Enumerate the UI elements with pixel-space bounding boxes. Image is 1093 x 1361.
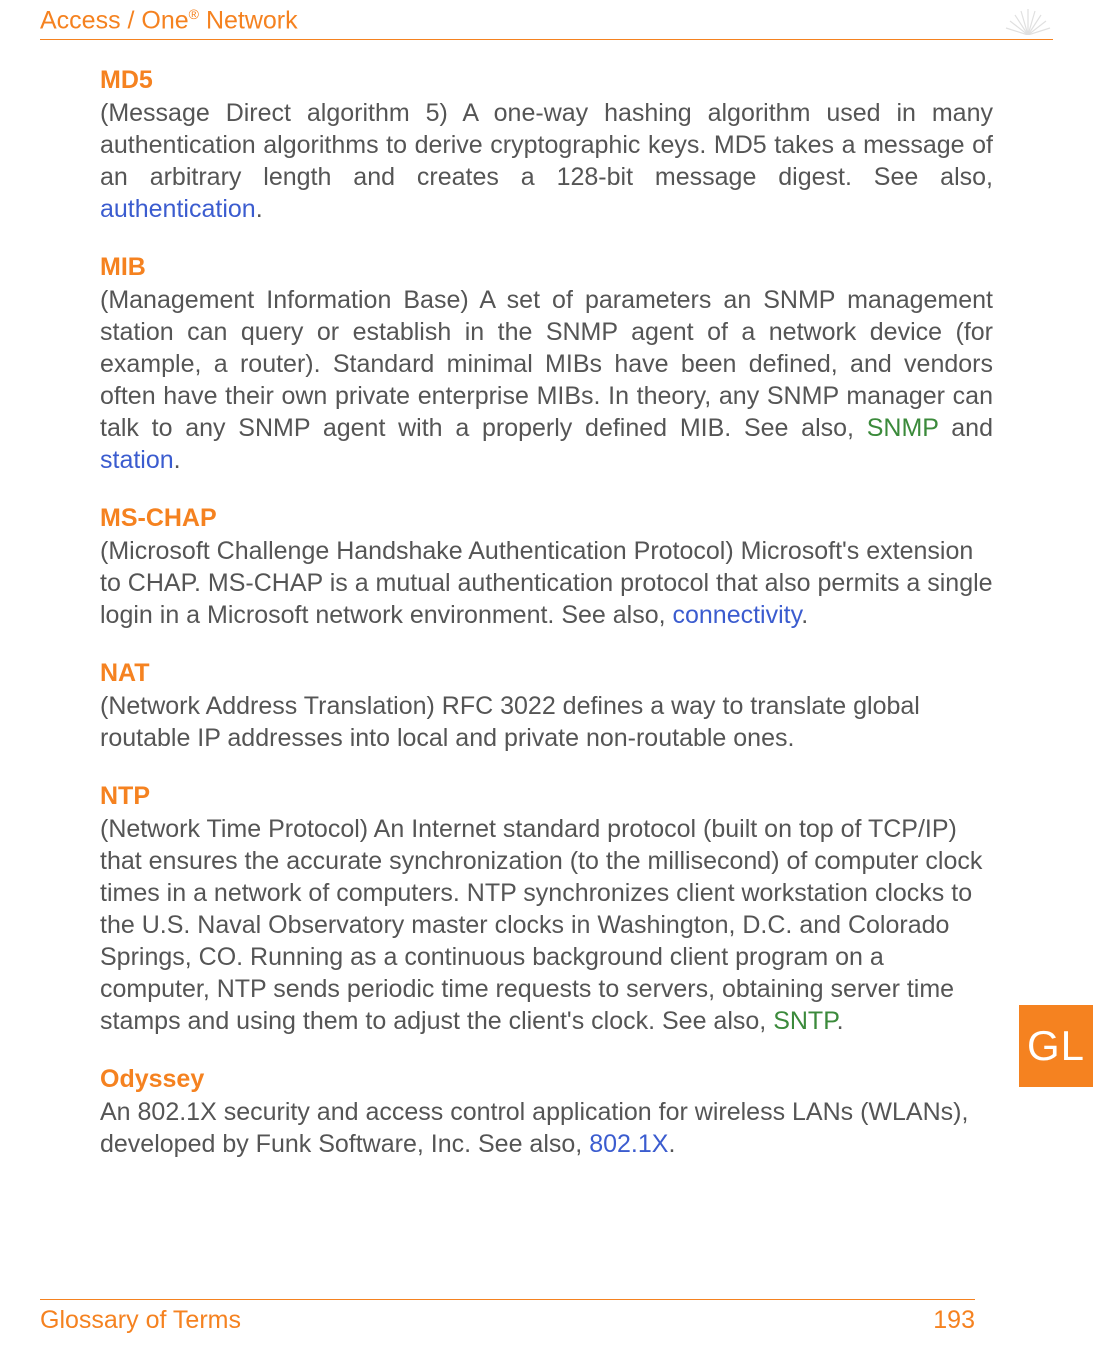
- glossary-link[interactable]: station: [100, 446, 174, 474]
- glossary-text: (Management Information Base) A set of p…: [100, 286, 993, 442]
- brand-logo-icon: [1003, 7, 1053, 35]
- glossary-link[interactable]: SNTP: [773, 1007, 836, 1035]
- glossary-text: .: [256, 195, 263, 223]
- glossary-entry: NTP (Network Time Protocol) An Internet s…: [100, 782, 993, 1037]
- header-title-post: Network: [199, 6, 298, 34]
- section-tab-label: GL: [1027, 1022, 1085, 1070]
- glossary-content: MD5 (Message Direct algorithm 5) A one-wa…: [40, 40, 1053, 1160]
- glossary-entry: MS-CHAP (Microsoft Challenge Handshake Au…: [100, 504, 993, 631]
- glossary-definition: (Message Direct algorithm 5) A one-way h…: [100, 97, 993, 225]
- glossary-entry: NAT (Network Address Translation) RFC 302…: [100, 659, 993, 754]
- glossary-definition: (Microsoft Challenge Handshake Authentic…: [100, 535, 993, 631]
- glossary-link[interactable]: 802.1X: [589, 1130, 668, 1158]
- glossary-term: MIB: [100, 253, 993, 282]
- glossary-text: An 802.1X security and access control ap…: [100, 1098, 968, 1158]
- page-container: Access / One® Network MD5 (Message Direct…: [40, 0, 1053, 1361]
- glossary-term: NTP: [100, 782, 993, 811]
- header-title-sup: ®: [189, 6, 199, 22]
- glossary-link[interactable]: SNMP: [867, 414, 939, 442]
- glossary-text: .: [837, 1007, 844, 1035]
- page-footer: Glossary of Terms 193: [40, 1299, 975, 1335]
- glossary-text: (Message Direct algorithm 5) A one-way h…: [100, 99, 993, 191]
- glossary-entry: MD5 (Message Direct algorithm 5) A one-wa…: [100, 66, 993, 225]
- glossary-text: .: [174, 446, 181, 474]
- page-header: Access / One® Network: [40, 0, 1053, 39]
- glossary-entry: MIB (Management Information Base) A set o…: [100, 253, 993, 476]
- glossary-definition: (Management Information Base) A set of p…: [100, 284, 993, 476]
- glossary-text: .: [668, 1130, 675, 1158]
- glossary-definition: An 802.1X security and access control ap…: [100, 1096, 993, 1160]
- header-title-pre: Access / One: [40, 6, 189, 34]
- section-tab: GL: [1019, 1005, 1093, 1087]
- glossary-text: .: [801, 601, 808, 629]
- footer-rule: [40, 1299, 975, 1300]
- glossary-term: MD5: [100, 66, 993, 95]
- glossary-link[interactable]: authentication: [100, 195, 256, 223]
- glossary-term: Odyssey: [100, 1065, 993, 1094]
- glossary-definition: (Network Address Translation) RFC 3022 d…: [100, 690, 993, 754]
- footer-section-title: Glossary of Terms: [40, 1306, 241, 1335]
- page-number: 193: [933, 1306, 975, 1335]
- glossary-term: MS-CHAP: [100, 504, 993, 533]
- glossary-text: (Microsoft Challenge Handshake Authentic…: [100, 537, 993, 629]
- glossary-term: NAT: [100, 659, 993, 688]
- glossary-definition: (Network Time Protocol) An Internet stan…: [100, 813, 993, 1037]
- glossary-link[interactable]: connectivity: [673, 601, 802, 629]
- header-title: Access / One® Network: [40, 6, 298, 35]
- glossary-entry: Odyssey An 802.1X security and access con…: [100, 1065, 993, 1160]
- glossary-text: and: [939, 414, 993, 442]
- glossary-text: (Network Time Protocol) An Internet stan…: [100, 815, 982, 1035]
- glossary-text: (Network Address Translation) RFC 3022 d…: [100, 692, 920, 752]
- footer-row: Glossary of Terms 193: [40, 1306, 975, 1335]
